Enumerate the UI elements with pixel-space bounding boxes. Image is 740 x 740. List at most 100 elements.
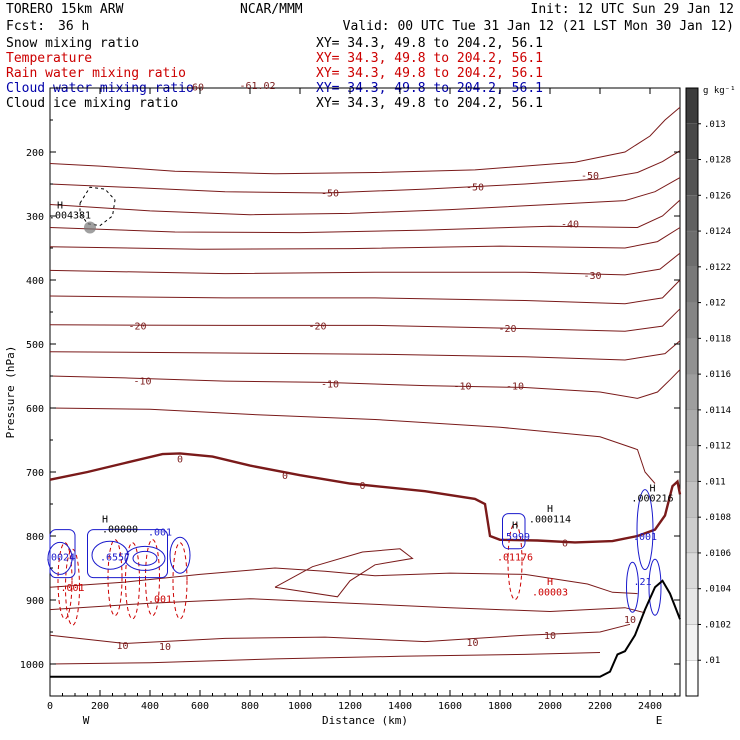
temperature-contour-label: 10 (116, 641, 128, 652)
x-tick-label: 400 (141, 701, 159, 712)
colorbar-segment (685, 159, 699, 196)
cloud-water-contour (169, 536, 191, 574)
y-tick-label: 900 (26, 596, 44, 607)
x-tick-label: 1400 (388, 701, 412, 712)
colorbar-tick-label: .0126 (704, 191, 731, 201)
temperature-contour (49, 150, 681, 194)
colorbar-segment (685, 230, 699, 267)
colorbar-segment (685, 266, 699, 303)
field-name-rain: Rain water mixing ratio (6, 66, 186, 81)
x-tick-label: 800 (241, 701, 259, 712)
temperature-contour-label: -10 (506, 382, 524, 393)
cloud-water-contour (132, 550, 158, 566)
colorbar-tick-label: .0124 (704, 227, 731, 237)
maximum-label: H (547, 504, 553, 515)
plot-frame (49, 87, 681, 697)
field-name-snow: Snow mixing ratio (6, 36, 139, 51)
maximum-label: .000114 (529, 515, 571, 526)
temperature-contour-label: -10 (453, 382, 471, 393)
temperature-contour-label: -60 (186, 83, 204, 94)
snow-mixing-contour (79, 186, 116, 227)
cloud-water-contour (91, 540, 129, 570)
temperature-contour (49, 407, 656, 484)
temperature-contour (49, 279, 681, 305)
x-axis-label: Distance (km) (322, 714, 408, 727)
colorbar-units: g kg⁻¹ (703, 86, 736, 96)
colorbar-tick-label: .0118 (704, 334, 731, 344)
maximum-label: H (512, 520, 518, 531)
field-xy-temperature: XY= 34.3, 49.8 to 204.2, 56.1 (316, 51, 543, 66)
x-tick-label: 600 (191, 701, 209, 712)
colorbar-tick-label: .0104 (704, 585, 731, 595)
forecast-label: Fcst: (6, 19, 45, 34)
rain-contour-label: .00003 (532, 588, 568, 599)
maximum-label: H (57, 200, 63, 211)
temperature-contour-label: -20 (308, 321, 326, 332)
temperature-contour-label: -40 (561, 220, 579, 231)
temperature-contour (49, 598, 646, 614)
colorbar-tick-label: .0116 (704, 370, 731, 380)
rain-contour-label: .01176 (497, 552, 533, 563)
moisture-contours (47, 186, 662, 626)
cloud-water-contour (626, 561, 639, 613)
colorbar-tick-label: .0106 (704, 549, 731, 559)
init-time: Init: 12 UTC Sun 29 Jan 12 (531, 2, 735, 17)
colorbar-frame (685, 87, 699, 697)
cloud-water-label: .5999 (500, 532, 530, 543)
colorbar-tick-label: .01 (704, 656, 720, 666)
model-title: TORERO 15km ARW (6, 2, 124, 17)
colorbar-tick-label: .0114 (704, 406, 731, 416)
terrain-layer (50, 579, 681, 678)
rain-water-contour (507, 523, 523, 601)
y-tick-label: 200 (26, 148, 44, 159)
colorbar-tick-label: .0112 (704, 442, 731, 452)
temperature-contour-label: -50 (581, 171, 599, 182)
cloud-water-contour (502, 513, 526, 550)
valid-time: Valid: 00 UTC Tue 31 Jan 12 (21 LST Mon … (343, 19, 734, 34)
colorbar-segment (685, 409, 699, 446)
temperature-contour (49, 106, 681, 175)
maximum-label: .00000 (102, 524, 138, 535)
cloud-water-contour (648, 558, 662, 616)
temperature-contour (49, 199, 681, 234)
colorbar-tick-label: .011 (704, 477, 726, 487)
temperature-contour-label: -61.02 (239, 81, 275, 92)
colorbar-segment (685, 552, 699, 589)
temperature-contour-label: -50 (321, 188, 339, 199)
colorbar-segment (685, 87, 699, 124)
cloud-water-contour (49, 529, 76, 579)
y-tick-label: 300 (26, 212, 44, 223)
temperature-contour-label: 0 (562, 538, 568, 549)
y-axis-label: Pressure (hPa) (4, 346, 17, 439)
temperature-contour (49, 623, 631, 645)
temperature-contours (49, 106, 682, 665)
x-tick-label: 0 (47, 701, 53, 712)
colorbar-segment (685, 624, 699, 661)
cloud-water-contour (47, 541, 73, 575)
temperature-contour-label: 0 (177, 455, 183, 466)
x-tick-label: 1200 (338, 701, 362, 712)
x-tick-label: 2000 (538, 701, 562, 712)
cloud-water-contour (87, 529, 168, 579)
y-tick-label: 400 (26, 276, 44, 287)
temperature-contour (49, 252, 681, 276)
colorbar-segment (685, 660, 699, 697)
colorbar-tick-label: .0122 (704, 263, 731, 273)
rain-water-contour (57, 542, 73, 620)
rain-water-contour (65, 548, 80, 626)
temperature-contour (49, 369, 681, 399)
field-name-temperature: Temperature (6, 51, 92, 66)
colorbar-tick-label: .0128 (704, 156, 731, 166)
rain-contour-label: H (547, 577, 553, 588)
temperature-contour-label: 10 (159, 642, 171, 653)
x-tick-label: 200 (91, 701, 109, 712)
field-name-cloud-ice: Cloud ice mixing ratio (6, 96, 178, 111)
zero-isotherm (49, 452, 682, 544)
temperature-contour-label: 0 (359, 481, 365, 492)
x-tick-label: 2200 (588, 701, 612, 712)
maximum-label: H (649, 483, 655, 494)
temperature-contour (49, 308, 681, 332)
temperature-contour (49, 227, 681, 250)
cloud-water-label: .001 (148, 528, 172, 539)
y-tick-label: 600 (26, 404, 44, 415)
